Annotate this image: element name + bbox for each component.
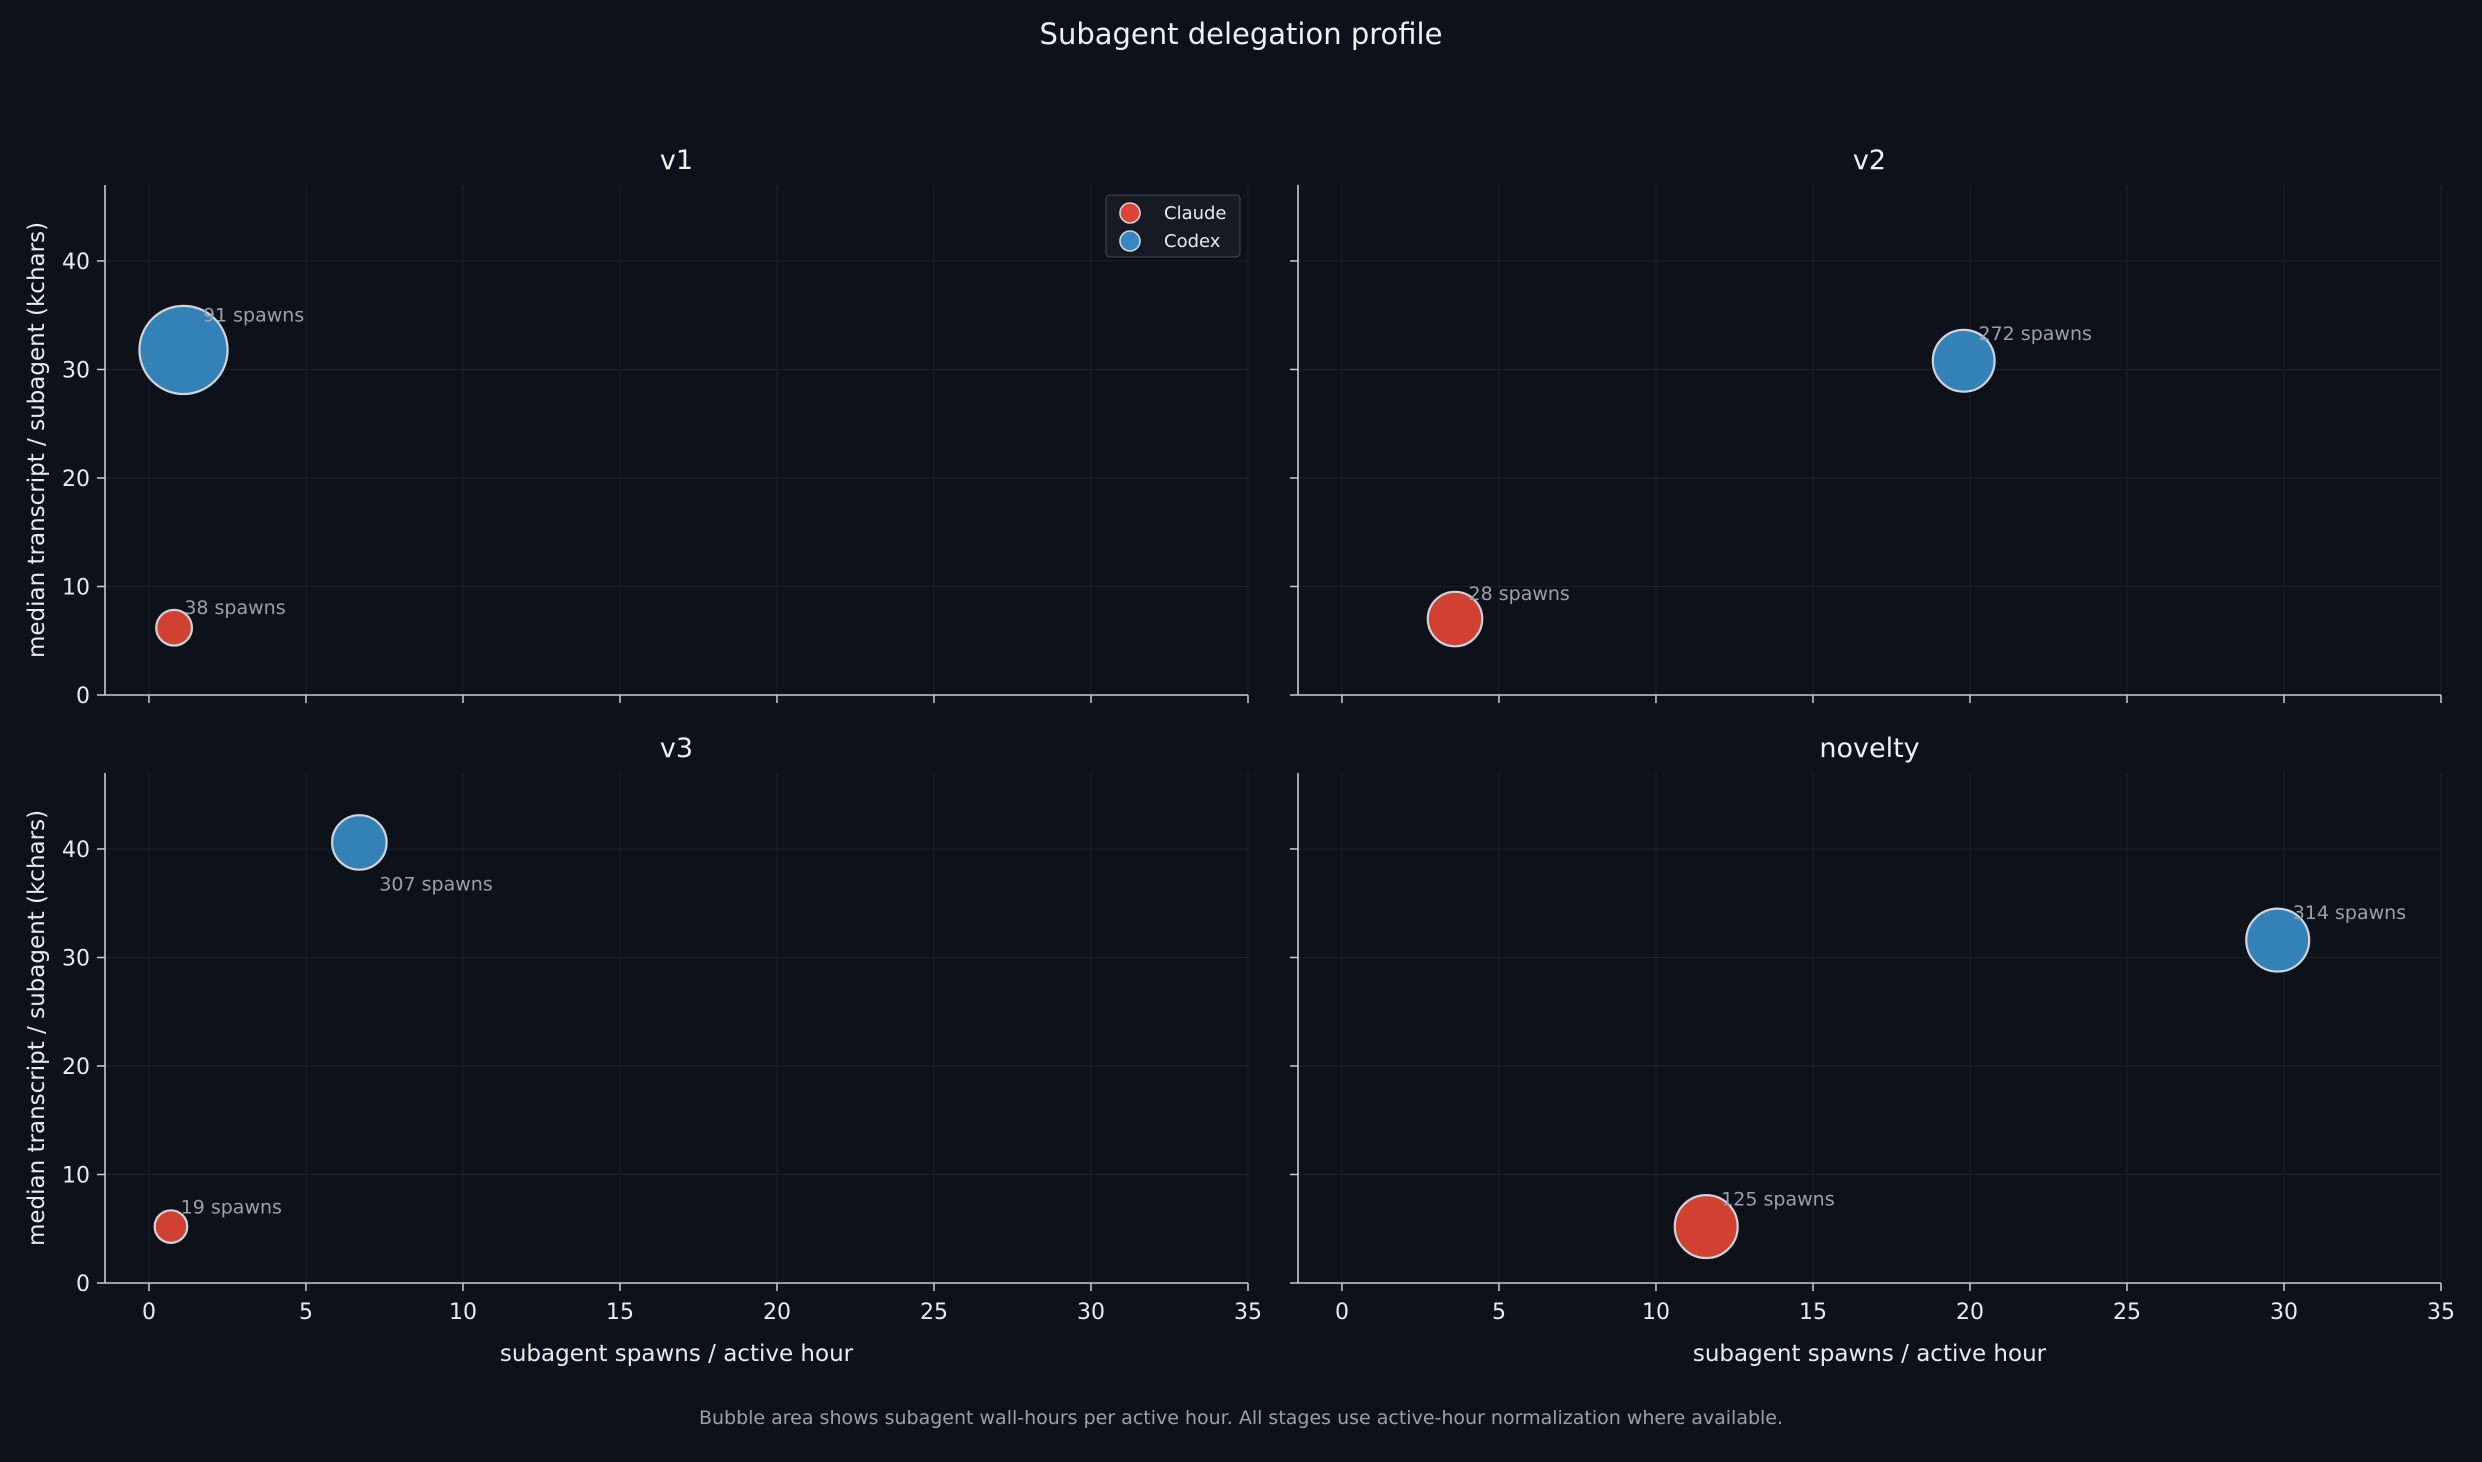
legend: Claude Codex — [1105, 194, 1241, 258]
y-tick-label: 20 — [62, 1055, 90, 1080]
y-axis-label: median transcript / subagent (kchars) — [24, 222, 50, 658]
bubble-claude — [153, 1209, 189, 1244]
bubble-codex — [331, 814, 388, 871]
y-tick-label: 30 — [62, 946, 90, 971]
panel-title: v3 — [660, 733, 693, 764]
bubble-codex — [2245, 907, 2311, 973]
x-axis-label: subagent spawns / active hour — [500, 1341, 854, 1367]
x-tick-label: 5 — [1492, 1300, 1506, 1325]
x-tick-label: 35 — [2427, 1300, 2455, 1325]
y-tick-label: 0 — [76, 1272, 90, 1297]
y-tick-label: 10 — [62, 575, 90, 600]
panel-novelty: 0 5 10 15 20 25 30 35 novelty subagent spawns / a… — [1290, 733, 2455, 1367]
bubble-claude — [155, 608, 194, 647]
panel-title: novelty — [1819, 733, 1919, 764]
x-tick-label: 25 — [2113, 1300, 2141, 1325]
x-tick-label: 20 — [763, 1300, 791, 1325]
x-tick-label: 35 — [1234, 1300, 1262, 1325]
panel-title: v1 — [660, 145, 693, 176]
bubble-annotation: 307 spawns — [379, 873, 492, 895]
x-tick-label: 10 — [1642, 1300, 1670, 1325]
panel-v1: 0 10 20 30 40 v1 median transcript / subagent … — [24, 145, 1249, 709]
bubble-annotation: 91 spawns — [203, 305, 304, 327]
figure-footnote: Bubble area shows subagent wall-hours pe… — [699, 1407, 1783, 1429]
legend-marker-codex — [1119, 230, 1141, 252]
bubble-codex — [138, 304, 229, 396]
y-tick-label: 10 — [62, 1163, 90, 1188]
x-tick-label: 5 — [299, 1300, 313, 1325]
x-tick-label: 15 — [1799, 1300, 1827, 1325]
x-tick-label: 0 — [1335, 1300, 1349, 1325]
bubble-claude — [1673, 1194, 1739, 1260]
legend-label-claude: Claude — [1164, 203, 1227, 224]
bubble-annotation: 272 spawns — [1979, 323, 2092, 345]
legend-label-codex: Codex — [1164, 231, 1221, 252]
legend-marker-claude — [1119, 202, 1141, 224]
x-tick-label: 0 — [142, 1300, 156, 1325]
y-tick-label: 40 — [62, 838, 90, 863]
y-tick-label: 0 — [76, 684, 90, 709]
x-tick-label: 20 — [1956, 1300, 1984, 1325]
x-tick-label: 30 — [1077, 1300, 1105, 1325]
panel-v3: 0 5 10 15 20 25 30 35 0 10 20 30 40 v3 subagent spawns… — [24, 733, 1262, 1367]
y-axis-label: median transcript / subagent (kchars) — [24, 810, 50, 1246]
x-axis-label: subagent spawns / active hour — [1693, 1341, 2047, 1367]
x-tick-label: 15 — [606, 1300, 634, 1325]
bubble-annotation: 28 spawns — [1469, 583, 1570, 605]
panel-v2: v2 28 spawns 272 spawns — [1290, 145, 2442, 703]
x-tick-label: 30 — [2270, 1300, 2298, 1325]
figure-title: Subagent delegation profile — [1040, 17, 1443, 51]
x-tick-label: 10 — [449, 1300, 477, 1325]
bubble-annotation: 38 spawns — [184, 597, 285, 619]
y-tick-label: 30 — [62, 358, 90, 383]
bubble-annotation: 314 spawns — [2293, 902, 2406, 924]
bubble-claude — [1426, 590, 1484, 648]
panel-title: v2 — [1853, 145, 1886, 176]
y-tick-label: 40 — [62, 250, 90, 275]
bubble-annotation: 125 spawns — [1721, 1188, 1834, 1210]
x-tick-label: 25 — [920, 1300, 948, 1325]
bubble-annotation: 19 spawns — [181, 1197, 282, 1219]
bubble-codex — [1931, 328, 1996, 393]
y-tick-label: 20 — [62, 467, 90, 492]
